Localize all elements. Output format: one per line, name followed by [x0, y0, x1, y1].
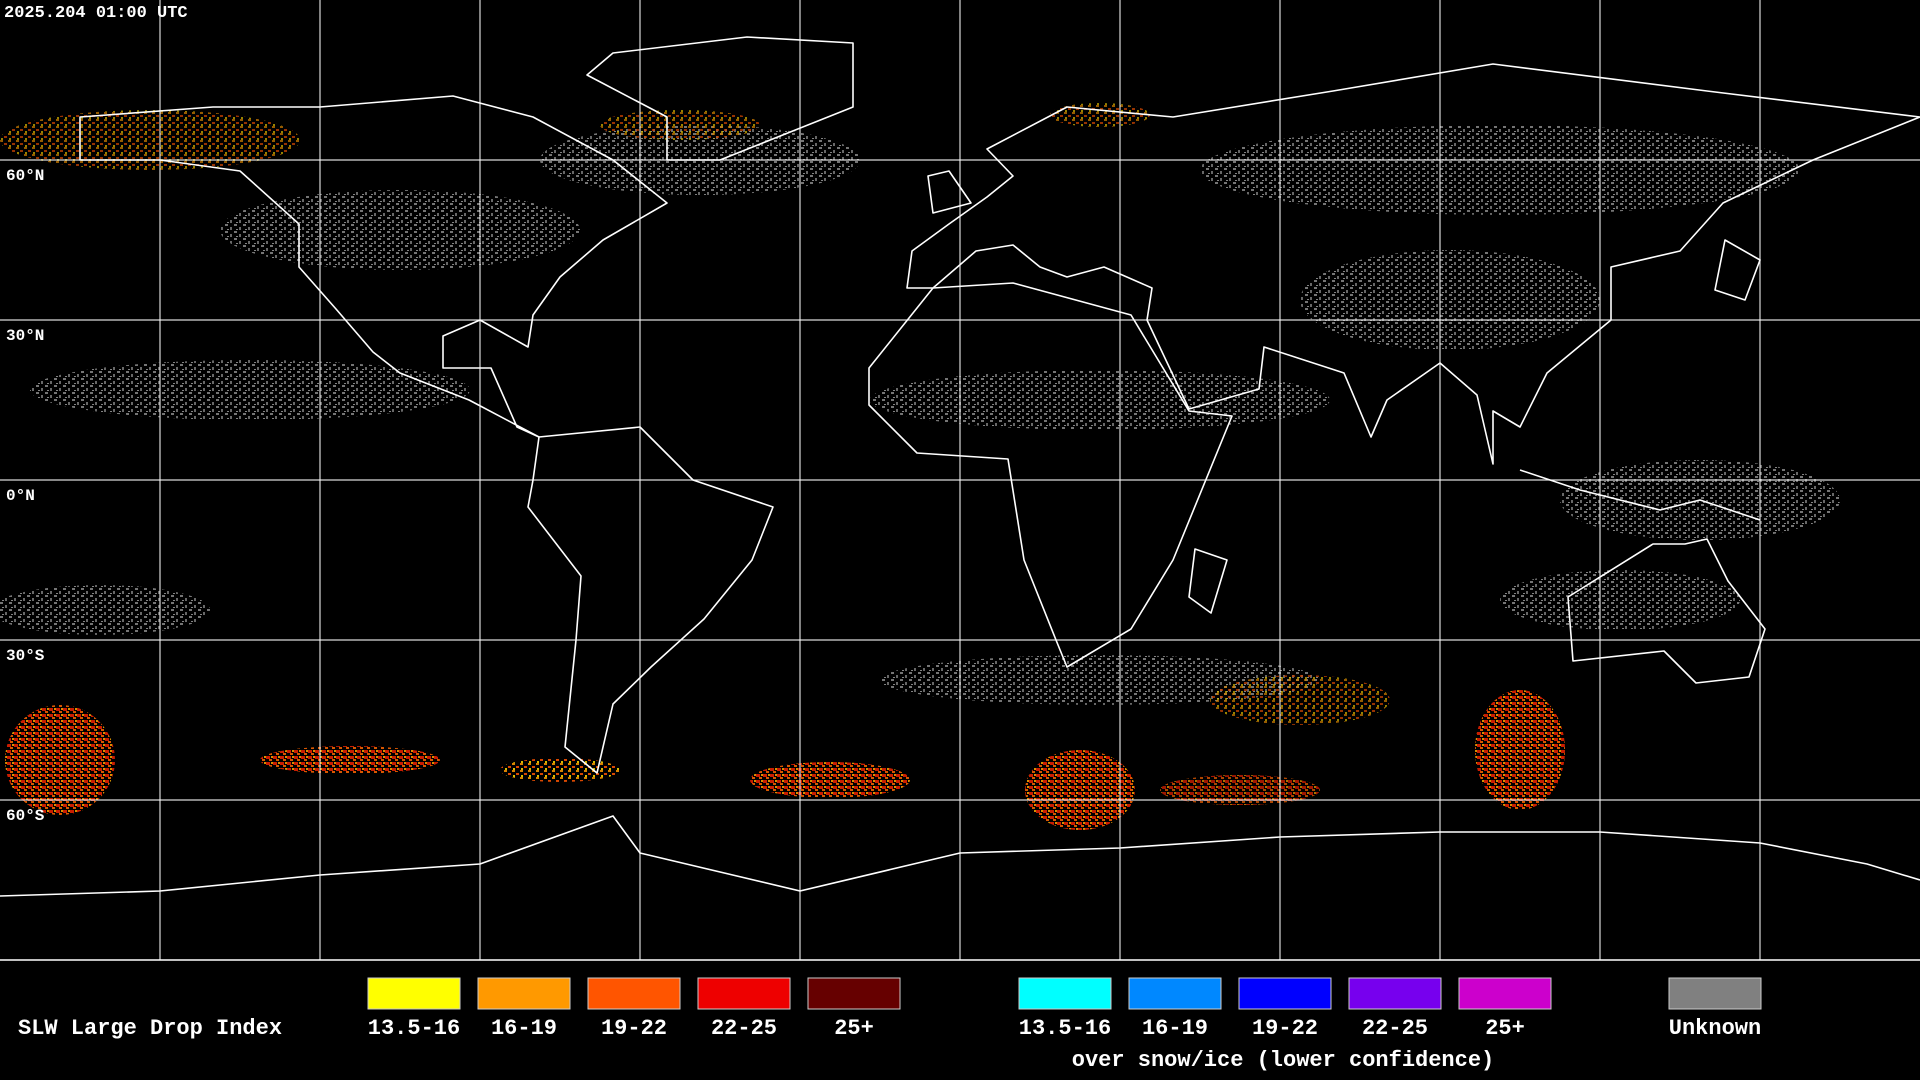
legend-swatch — [1458, 977, 1552, 1010]
latitude-label: 60°N — [6, 167, 44, 185]
timestamp: 2025.204 01:00 UTC — [4, 4, 188, 23]
legend-label: 16-19 — [1142, 1016, 1208, 1041]
legend-swatch — [1668, 977, 1762, 1010]
latitude-label: 30°N — [6, 327, 44, 345]
coastlines — [0, 36, 1920, 897]
legend-label: Unknown — [1669, 1016, 1761, 1041]
latitude-label: 60°S — [6, 807, 45, 825]
legend-label: 25+ — [1485, 1016, 1525, 1041]
legend-label: 19-22 — [1252, 1016, 1318, 1041]
legend-swatch — [1238, 977, 1332, 1010]
legend-title: SLW Large Drop Index — [18, 1016, 282, 1041]
graticule — [0, 0, 1920, 960]
legend-label: 22-25 — [1362, 1016, 1428, 1041]
latitude-label: 0°N — [6, 487, 35, 505]
legend-swatch — [367, 977, 461, 1010]
legend-swatch — [1348, 977, 1442, 1010]
legend-swatch — [477, 977, 571, 1010]
legend-label: 16-19 — [491, 1016, 557, 1041]
legend-label: 13.5-16 — [1019, 1016, 1111, 1041]
legend-label: 19-22 — [601, 1016, 667, 1041]
legend-note: over snow/ice (lower confidence) — [1072, 1048, 1494, 1073]
legend-label: 13.5-16 — [368, 1016, 460, 1041]
legend-swatch — [1128, 977, 1222, 1010]
legend-label: 22-25 — [711, 1016, 777, 1041]
legend-swatch — [1018, 977, 1112, 1010]
legend-swatch — [807, 977, 901, 1010]
legend-swatch — [587, 977, 681, 1010]
latitude-label: 30°S — [6, 647, 45, 665]
legend-label: 25+ — [834, 1016, 874, 1041]
legend-swatch — [697, 977, 791, 1010]
